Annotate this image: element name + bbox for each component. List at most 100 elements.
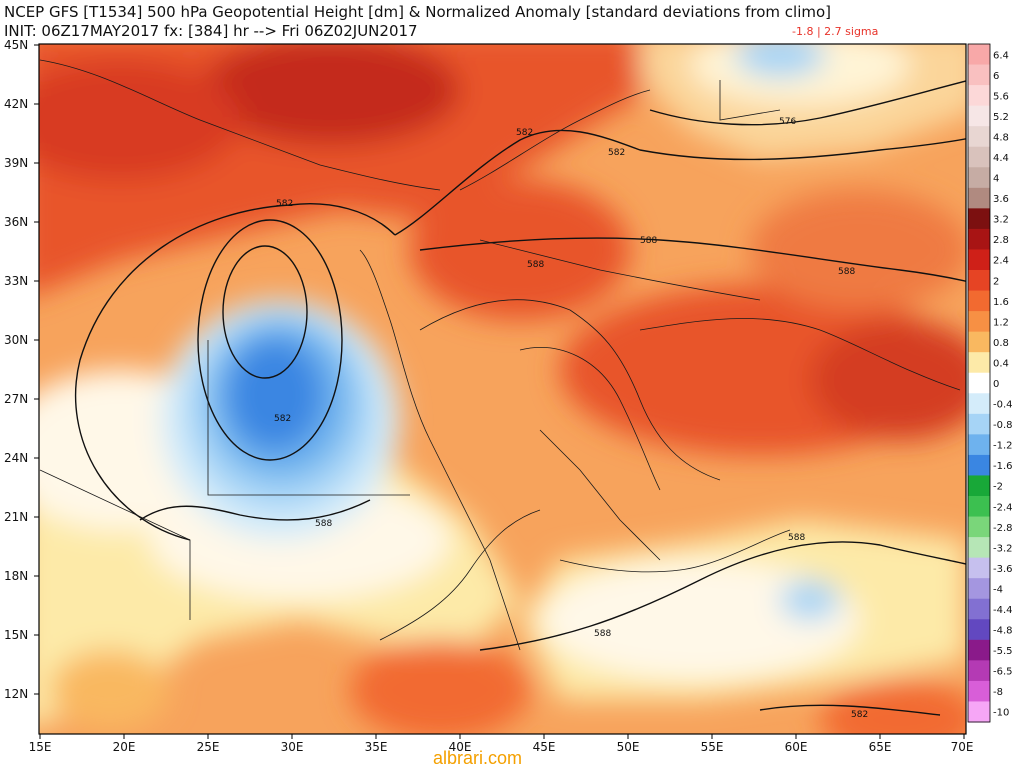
- colorbar-label: -2: [993, 482, 1003, 493]
- colorbar-swatch: [968, 557, 990, 579]
- contour-label: 588: [838, 267, 855, 277]
- colorbar-label: -6.5: [993, 667, 1013, 678]
- colorbar-swatch: [968, 126, 990, 148]
- lon-label: 15E: [29, 740, 52, 754]
- colorbar-swatch: [968, 105, 990, 127]
- contour-label: 588: [640, 236, 657, 246]
- colorbar-legend: 6.4 6 5.6 5.2 4.8 4.4 4 3.6 3.2 2.8 2.4 2 1.6 1.2 0.8 0…: [967, 43, 1013, 723]
- lon-label: 45E: [533, 740, 556, 754]
- colorbar-label: 5.6: [993, 91, 1009, 102]
- colorbar-label: 4.4: [993, 153, 1009, 164]
- colorbar-swatch: [968, 372, 990, 394]
- lon-label: 40E: [449, 740, 472, 754]
- colorbar-label: 0.8: [993, 338, 1009, 349]
- colorbar-label: -4: [993, 584, 1003, 595]
- colorbar-label: 0.4: [993, 358, 1009, 369]
- longitude-labels: 15E 20E 25E 30E 35E 40E 45E 50E 55E 60E …: [29, 740, 974, 754]
- colorbar-swatch: [968, 578, 990, 600]
- contour-label: 582: [516, 128, 533, 138]
- contour-label: 588: [788, 533, 805, 543]
- colorbar-swatch: [968, 393, 990, 415]
- colorbar-swatch: [968, 475, 990, 497]
- colorbar-label: -1.6: [993, 461, 1013, 472]
- colorbar-swatch: [968, 413, 990, 435]
- contour-labels: 582 582 582 582 576 588 588 588 588 588 …: [274, 117, 868, 720]
- colorbar-label: 0: [993, 379, 999, 390]
- lat-label: 42N: [4, 97, 28, 111]
- colorbar-swatch: [968, 660, 990, 682]
- lon-label: 50E: [617, 740, 640, 754]
- lat-label: 39N: [4, 156, 28, 170]
- colorbar-swatch: [968, 270, 990, 292]
- colorbar-swatch: [968, 187, 990, 209]
- colorbar-swatch: [968, 290, 990, 312]
- lat-label: 33N: [4, 274, 28, 288]
- lat-label: 24N: [4, 451, 28, 465]
- lon-label: 55E: [701, 740, 724, 754]
- contour-label: 588: [594, 629, 611, 639]
- contour-label: 582: [608, 148, 625, 158]
- colorbar-label: -8: [993, 687, 1003, 698]
- colorbar-swatch: [968, 331, 990, 353]
- lat-label: 21N: [4, 510, 28, 524]
- colorbar-swatch: [968, 454, 990, 477]
- colorbar-swatch: [968, 85, 990, 107]
- sigma-range: -1.8 | 2.7 sigma: [792, 25, 879, 38]
- colorbar-swatch: [968, 228, 990, 251]
- map-frame: [38, 43, 967, 735]
- lat-label: 12N: [4, 687, 28, 701]
- colorbar-label: 6: [993, 71, 999, 82]
- colorbar-swatch: [968, 496, 990, 518]
- colorbar-label: 3.2: [993, 215, 1009, 226]
- contour-label: 576: [779, 117, 796, 127]
- lon-label: 20E: [113, 740, 136, 754]
- lat-label: 27N: [4, 392, 28, 406]
- colorbar-swatch: [968, 146, 990, 168]
- lat-label: 15N: [4, 628, 28, 642]
- colorbar-swatch: [968, 64, 990, 86]
- lon-label: 60E: [785, 740, 808, 754]
- country-borders: [39, 59, 961, 651]
- colorbar-swatch: [968, 516, 990, 538]
- watermark: albrari.com: [433, 748, 523, 768]
- lon-label: 65E: [869, 740, 892, 754]
- colorbar-swatch: [968, 208, 990, 230]
- colorbar-label: 6.4: [993, 50, 1009, 61]
- lon-label: 35E: [365, 740, 388, 754]
- contour-label: 588: [527, 260, 544, 270]
- colorbar-label: -3.2: [993, 543, 1013, 554]
- contour-label: 582: [276, 199, 293, 209]
- contour-label: 582: [851, 710, 868, 720]
- map-title: NCEP GFS [T1534] 500 hPa Geopotential He…: [4, 3, 831, 21]
- colorbar-label: -2.4: [993, 502, 1013, 513]
- height-contours: [75, 80, 966, 716]
- colorbar-frame: [967, 43, 991, 723]
- colorbar-label: 1.2: [993, 317, 1009, 328]
- colorbar-label: -1.2: [993, 441, 1013, 452]
- colorbar-label: -2.8: [993, 523, 1013, 534]
- lat-label: 36N: [4, 215, 28, 229]
- colorbar-swatch: [968, 639, 990, 661]
- colorbar-label: -5.5: [993, 646, 1013, 657]
- colorbar-label: 2: [993, 276, 999, 287]
- colorbar-label: -0.4: [993, 400, 1013, 411]
- lon-label: 25E: [197, 740, 220, 754]
- anomaly-field: [39, 44, 966, 734]
- colorbar-label: 4.8: [993, 132, 1009, 143]
- colorbar-swatch: [968, 249, 990, 271]
- lat-label: 45N: [4, 38, 28, 52]
- lon-label: 70E: [951, 740, 974, 754]
- colorbar-swatch: [968, 167, 990, 189]
- colorbar-swatch: [968, 352, 990, 374]
- colorbar-label: -10: [993, 708, 1009, 719]
- colorbar-label: -3.6: [993, 564, 1013, 575]
- lon-label: 30E: [281, 740, 304, 754]
- colorbar-swatch: [968, 680, 990, 703]
- colorbar-swatch: [968, 44, 990, 66]
- init-forecast-line: INIT: 06Z17MAY2017 fx: [384] hr --> Fri …: [4, 22, 418, 40]
- contour-label: 582: [274, 414, 291, 424]
- colorbar-label: -0.8: [993, 420, 1013, 431]
- colorbar-label: -4.8: [993, 626, 1013, 637]
- colorbar-label: 3.6: [993, 194, 1009, 205]
